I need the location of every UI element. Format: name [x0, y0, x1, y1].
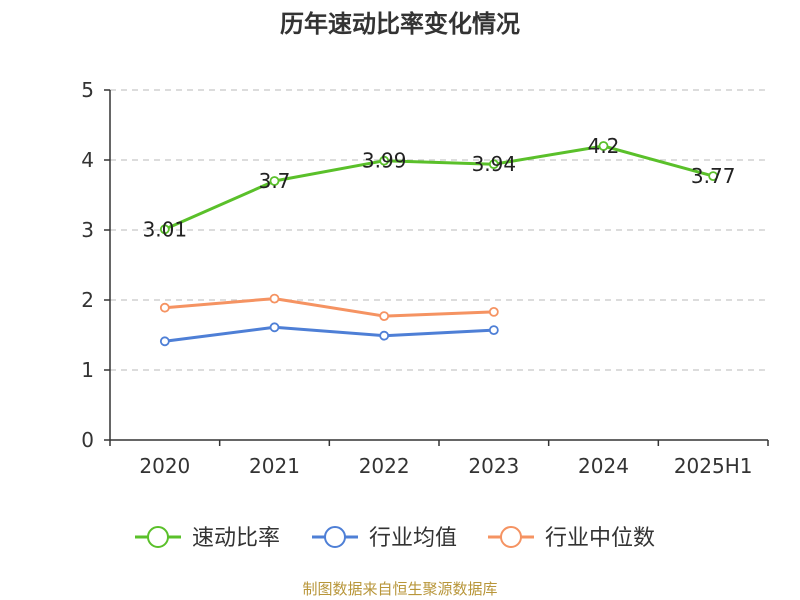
source-note: 制图数据来自恒生聚源数据库: [302, 580, 497, 598]
legend-item[interactable]: 行业均值: [312, 526, 457, 551]
data-point[interactable]: [159, 302, 170, 313]
y-tick-label: 1: [81, 358, 94, 382]
data-label: 3.99: [362, 149, 407, 173]
x-tick-label: 2025H1: [674, 454, 753, 478]
legend-label: 行业均值: [369, 526, 457, 551]
legend-label: 行业中位数: [545, 526, 655, 551]
data-label: 3.01: [143, 217, 188, 241]
legend-marker: [500, 526, 522, 548]
data-point[interactable]: [708, 171, 719, 182]
series-line: [164, 297, 494, 318]
series-layer: 3.01 3.7 3.99 3.94 4.2 3.77: [143, 134, 736, 347]
series-0: 3.01 3.7 3.99 3.94 4.2 3.77: [143, 134, 736, 241]
data-point[interactable]: [488, 306, 499, 317]
chart-title: 历年速动比率变化情况: [280, 10, 520, 38]
series-line: [164, 325, 494, 343]
data-point[interactable]: [269, 176, 280, 186]
axes: 0 1 2 3 4 5 2020 2021 2022 2023 2024 2025H1: [81, 78, 769, 478]
data-point[interactable]: [598, 141, 609, 151]
legend-label: 速动比率: [192, 526, 280, 551]
data-point[interactable]: [269, 293, 280, 304]
y-tick-label: 0: [81, 428, 94, 452]
series-1: [159, 322, 499, 347]
legend-marker: [324, 526, 346, 548]
data-point[interactable]: [159, 336, 170, 347]
gridlines: [110, 89, 768, 371]
x-tick-label: 2023: [468, 454, 519, 478]
x-tick-label: 2021: [249, 454, 300, 478]
x-tick-label: 2020: [139, 454, 190, 478]
legend-item[interactable]: 行业中位数: [488, 526, 655, 551]
data-label: 3.7: [259, 169, 291, 193]
legend-marker: [147, 526, 169, 548]
data-label: 3.77: [691, 164, 736, 188]
y-tick-label: 2: [81, 288, 94, 312]
data-label: 3.94: [472, 152, 517, 176]
data-point[interactable]: [379, 330, 390, 341]
series-2: [159, 293, 499, 322]
data-point[interactable]: [269, 322, 280, 333]
y-tick-label: 5: [81, 78, 94, 102]
y-tick-label: 4: [81, 148, 94, 172]
y-tick-label: 3: [81, 218, 94, 242]
data-point[interactable]: [159, 224, 170, 235]
data-label: 4.2: [588, 134, 620, 158]
series-line: [164, 144, 714, 231]
data-point[interactable]: [379, 311, 390, 322]
data-point[interactable]: [379, 155, 390, 166]
legend-item[interactable]: 速动比率: [135, 526, 280, 551]
legend[interactable]: 速动比率 行业均值 行业中位数: [135, 526, 655, 551]
data-point[interactable]: [488, 325, 499, 336]
data-point[interactable]: [488, 159, 499, 170]
x-tick-label: 2022: [359, 454, 410, 478]
x-tick-label: 2024: [578, 454, 629, 478]
